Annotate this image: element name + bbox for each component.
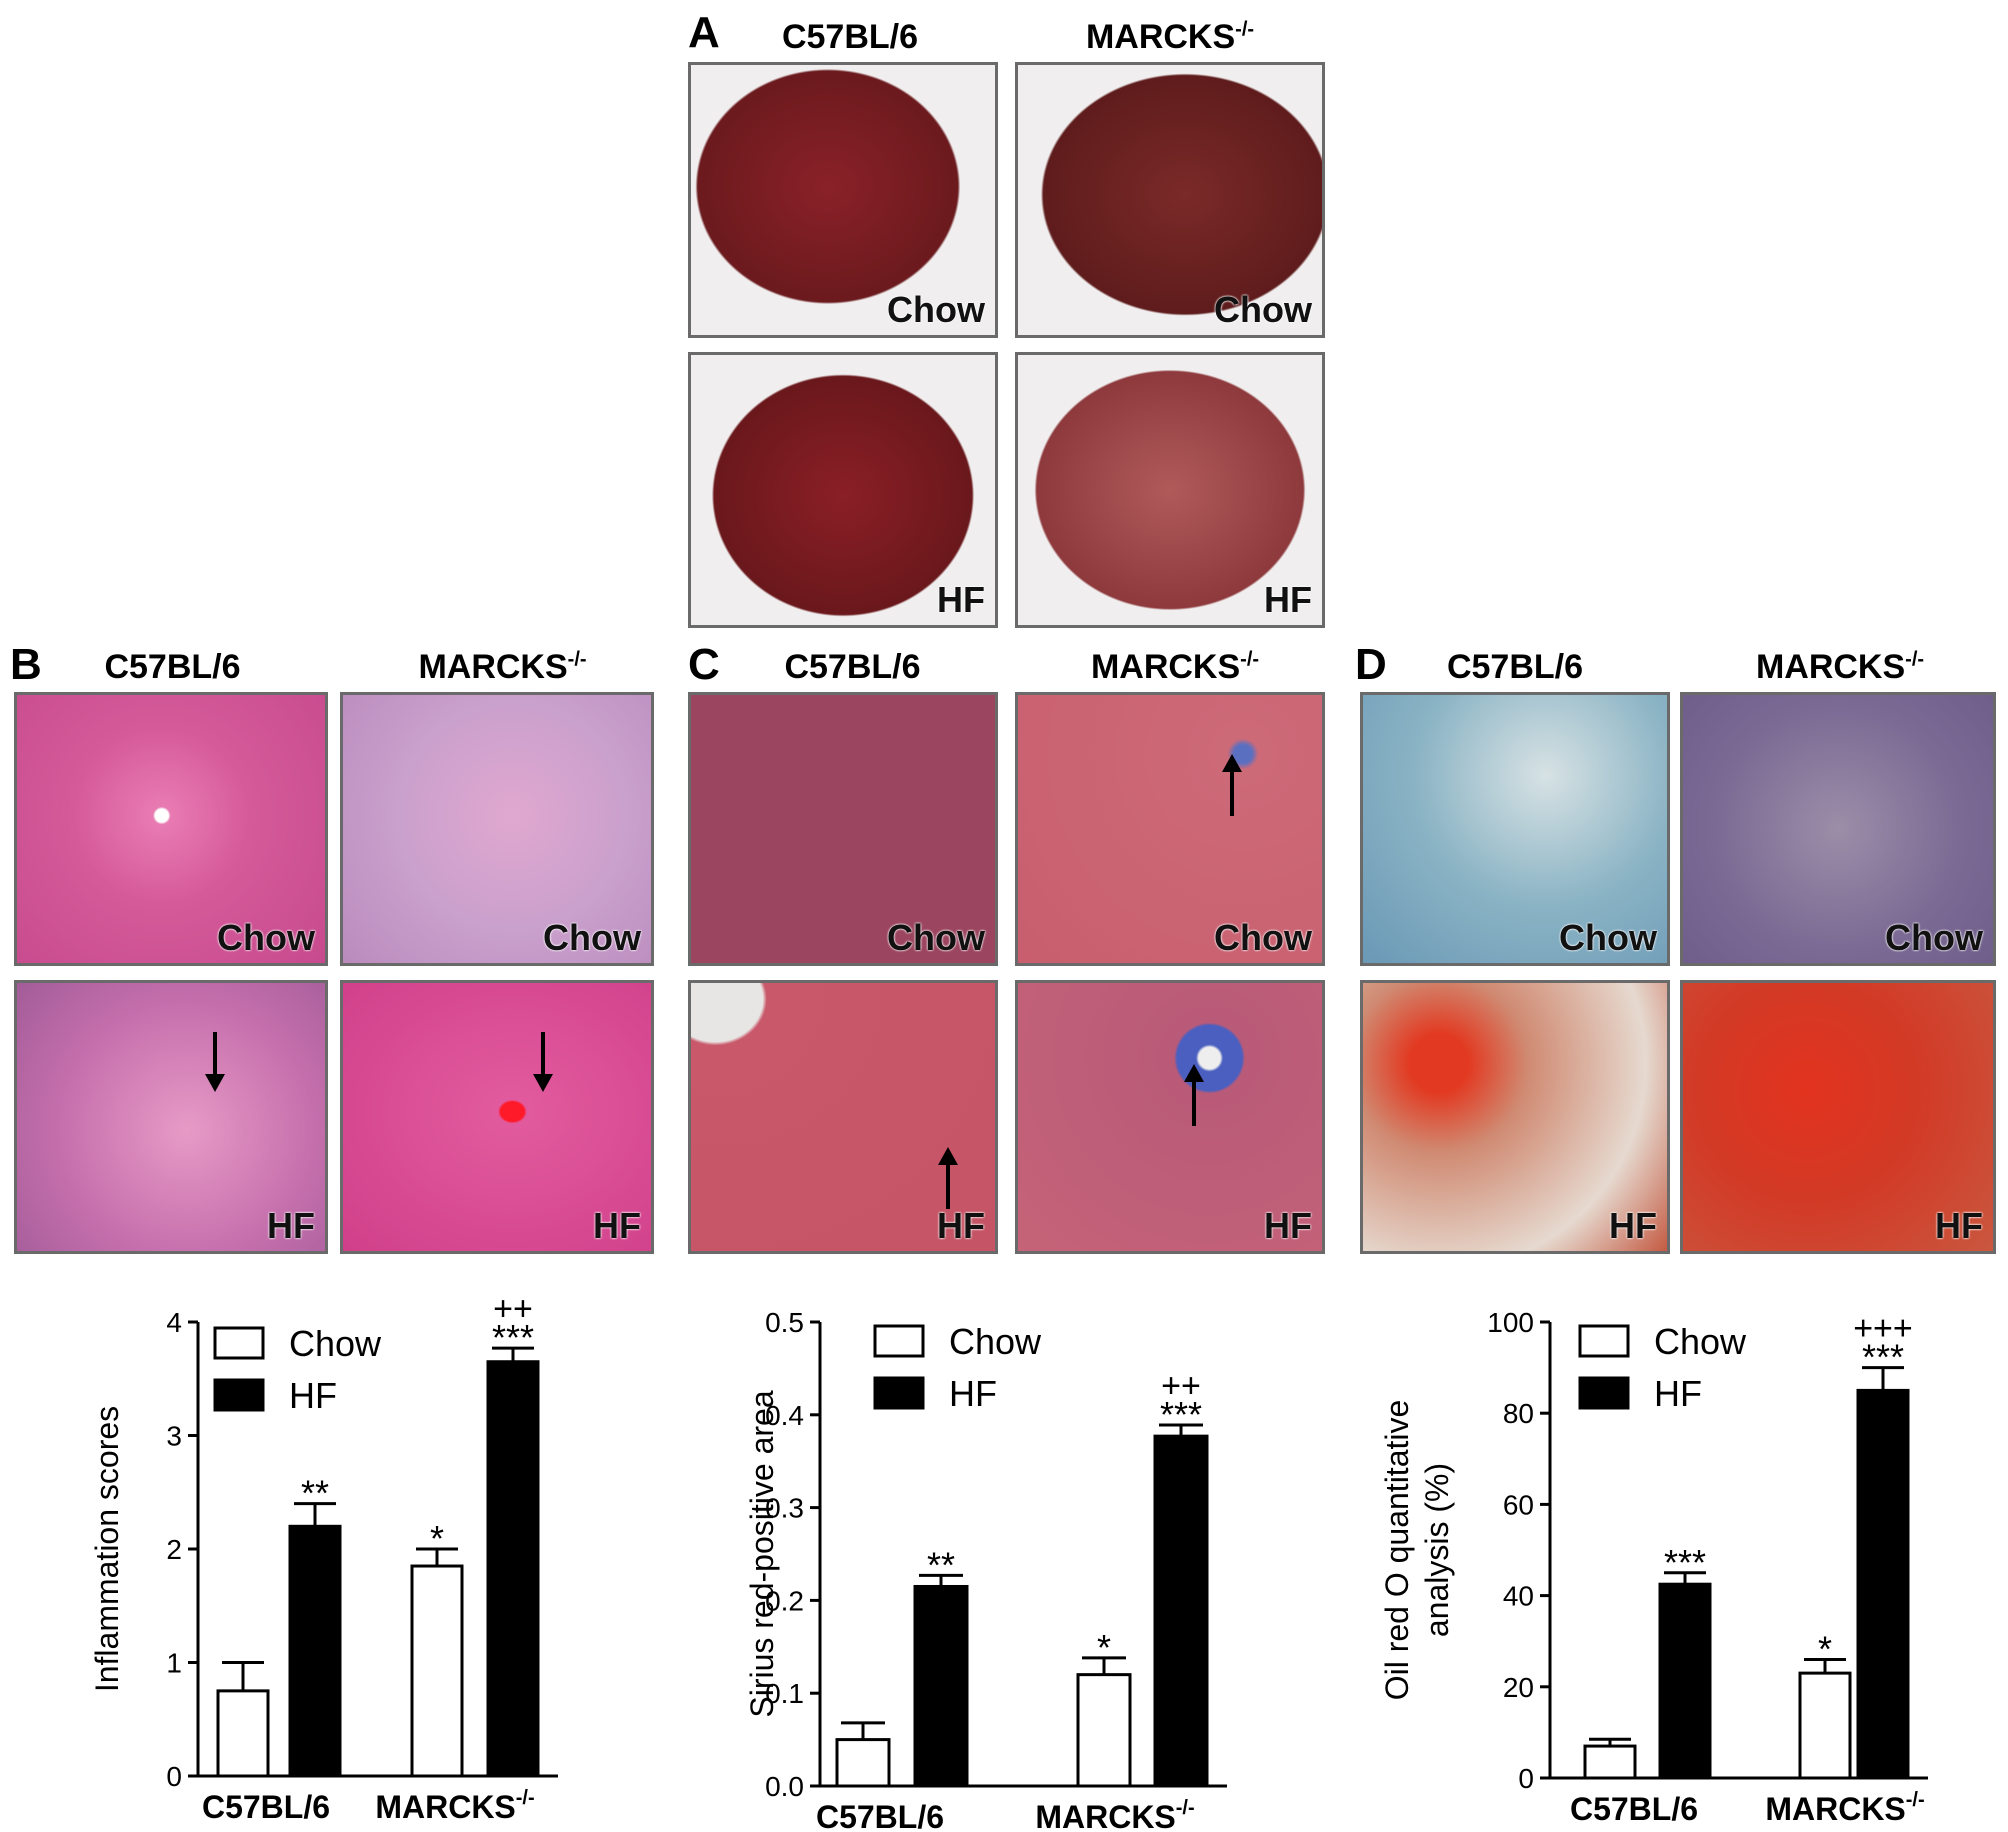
- panel-d-ko-hf-image: HF: [1680, 980, 1996, 1254]
- chow-bar: [216, 1689, 270, 1778]
- y-tick-label: 60: [1503, 1489, 1534, 1520]
- y-tick-label: 1: [166, 1648, 182, 1679]
- hf-bar: [1658, 1582, 1712, 1780]
- category-label: C57BL/6: [202, 1789, 330, 1825]
- legend-label: HF: [289, 1375, 337, 1416]
- panel-b-ko-chow-image: Chow: [340, 692, 654, 966]
- chart-oil-red-o: 0 20 40 60 80 100 Oil red O quantitative analys…: [1379, 1307, 1928, 1827]
- y-tick-label: 0: [1518, 1763, 1534, 1794]
- significance-mark-plus: +++: [1853, 1310, 1913, 1348]
- hf-bar: [913, 1584, 969, 1788]
- panel-b-wt-arrow-icon: [205, 1032, 225, 1092]
- legend-swatch: [213, 1326, 265, 1360]
- significance-mark: ***: [492, 1317, 534, 1358]
- legend-label: Chow: [949, 1321, 1042, 1362]
- panel-d-wt-chow-image: Chow: [1360, 692, 1670, 966]
- y-tick-label: 40: [1503, 1581, 1534, 1612]
- panel-b-col1-header: C57BL/6: [104, 648, 241, 686]
- significance-mark: **: [301, 1473, 329, 1514]
- y-tick-label: 0.2: [765, 1585, 804, 1616]
- panel-c-ko-chow-arrow-icon: [1222, 754, 1242, 816]
- panel-b-letter: B: [10, 640, 42, 689]
- y-tick-label: 100: [1487, 1307, 1534, 1338]
- panel-b-ko-arrow-icon: [533, 1032, 553, 1092]
- panel-c-wt-hf-image: HF: [688, 980, 998, 1254]
- panel-c-ko-hf-image: HF: [1015, 980, 1325, 1254]
- y-tick-label: 0.0: [765, 1771, 804, 1802]
- y-axis-label: Sirius red-positive area: [744, 1390, 780, 1717]
- panel-a-ko-chow-image: Chow: [1015, 62, 1325, 338]
- panel-a-col2-header: MARCKS-/-: [1085, 18, 1255, 56]
- panel-b-wt-hf-image: HF: [14, 980, 328, 1254]
- panel-b-col2-header: MARCKS-/-: [418, 648, 587, 686]
- legend-swatch: [873, 1324, 925, 1358]
- significance-mark: **: [927, 1544, 955, 1585]
- legend-label: HF: [1654, 1373, 1702, 1414]
- chow-bar: [1076, 1673, 1132, 1788]
- category-label: MARCKS-/-: [1035, 1797, 1194, 1830]
- y-tick-label: 0.1: [765, 1678, 804, 1709]
- chow-bar: [1583, 1744, 1637, 1780]
- legend-label: Chow: [1654, 1321, 1747, 1362]
- y-tick-label: 0: [166, 1761, 182, 1792]
- significance-mark-plus: ++: [493, 1290, 533, 1328]
- legend-swatch: [1578, 1324, 1630, 1358]
- significance-mark: ***: [1664, 1542, 1706, 1583]
- panel-c-col1-header: C57BL/6: [784, 648, 921, 686]
- hf-bar: [486, 1360, 540, 1778]
- panel-c-ko-hf-arrow-icon: [1184, 1064, 1204, 1126]
- panel-a-ko-hf-image: HF: [1015, 352, 1325, 628]
- chow-bar: [835, 1738, 891, 1788]
- legend-swatch: [873, 1376, 925, 1410]
- significance-mark-plus: ++: [1161, 1367, 1201, 1405]
- legend-swatch: [1578, 1376, 1630, 1410]
- category-label: MARCKS-/-: [1765, 1789, 1924, 1827]
- y-tick-label: 2: [166, 1534, 182, 1565]
- legend-label: HF: [949, 1373, 997, 1414]
- significance-mark: *: [1097, 1627, 1111, 1668]
- panel-a-letter: A: [688, 8, 720, 57]
- y-axis-label: Inflammation scores: [89, 1406, 125, 1692]
- y-tick-label: 0.4: [765, 1400, 804, 1431]
- panel-a-wt-hf-image: HF: [688, 352, 998, 628]
- panel-d-col2-header: MARCKS-/-: [1755, 648, 1925, 686]
- panel-a-wt-chow-image: Chow: [688, 62, 998, 338]
- panel-d-wt-hf-image: HF: [1360, 980, 1670, 1254]
- y-tick-label: 20: [1503, 1672, 1534, 1703]
- chow-bar: [1798, 1671, 1852, 1780]
- panel-c-ko-chow-image: Chow: [1015, 692, 1325, 966]
- y-tick-label: 80: [1503, 1398, 1534, 1429]
- y-tick-label: 0.3: [765, 1493, 804, 1524]
- panel-d-ko-chow-image: Chow: [1680, 692, 1996, 966]
- panel-d-col1-header: C57BL/6: [1446, 648, 1584, 686]
- panel-b-wt-chow-image: Chow: [14, 692, 328, 966]
- significance-mark: ***: [1160, 1394, 1202, 1435]
- category-label: C57BL/6: [1570, 1791, 1698, 1827]
- category-label: MARCKS-/-: [375, 1787, 534, 1825]
- y-tick-label: 0.5: [765, 1307, 804, 1338]
- legend-swatch: [213, 1378, 265, 1412]
- hf-bar: [1153, 1434, 1209, 1788]
- significance-mark: *: [430, 1518, 444, 1559]
- legend-label: Chow: [289, 1323, 382, 1364]
- panel-a-col1-header: C57BL/6: [781, 18, 919, 56]
- hf-bar: [1856, 1388, 1910, 1780]
- panel-c-col2-header: MARCKS-/-: [1090, 648, 1260, 686]
- panel-d-letter: D: [1355, 640, 1387, 689]
- chow-bar: [410, 1564, 464, 1778]
- significance-mark: *: [1818, 1628, 1832, 1669]
- chart-sirius-red: 0.0 0.1 0.2 0.3 0.4 0.5 Sirius red-positive ar…: [744, 1307, 1227, 1830]
- panel-c-wt-hf-arrow-icon: [938, 1147, 958, 1209]
- panel-c-wt-chow-image: Chow: [688, 692, 998, 966]
- hf-bar: [288, 1524, 342, 1778]
- significance-mark: ***: [1862, 1337, 1904, 1378]
- y-axis-label: Oil red O quantitative analysis (%): [1379, 1400, 1455, 1701]
- y-tick-label: 4: [166, 1307, 182, 1338]
- panel-c-letter: C: [688, 640, 720, 689]
- category-label: C57BL/6: [816, 1799, 944, 1830]
- panel-b-ko-hf-image: HF: [340, 980, 654, 1254]
- y-tick-label: 3: [166, 1421, 182, 1452]
